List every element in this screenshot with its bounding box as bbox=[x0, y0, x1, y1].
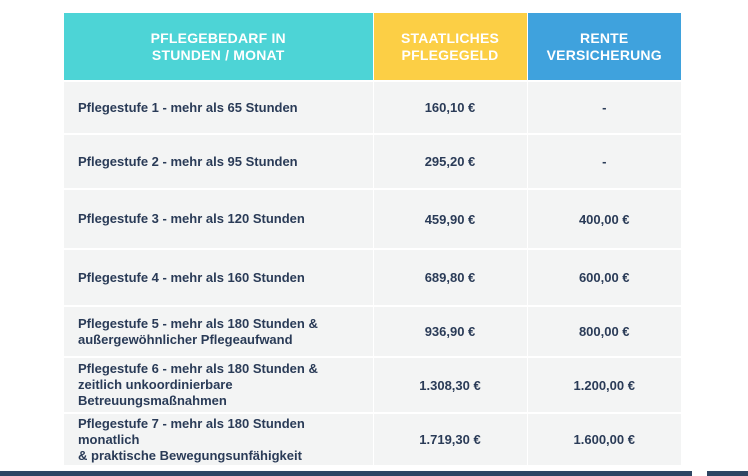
row-rente: 600,00 € bbox=[526, 248, 681, 306]
header-pflegebedarf-label: PFLEGEBEDARF IN STUNDEN / MONAT bbox=[150, 29, 286, 63]
pflegestufen-table: PFLEGEBEDARF IN STUNDEN / MONAT STAATLIC… bbox=[64, 13, 681, 465]
header-pflegegeld: STAATLICHES PFLEGEGELD bbox=[372, 13, 527, 81]
table-row: Pflegestufe 3 - mehr als 120 Stunden 459… bbox=[64, 188, 681, 249]
row-label: Pflegestufe 3 - mehr als 120 Stunden bbox=[64, 188, 373, 249]
table-row: Pflegestufe 5 - mehr als 180 Stunden & a… bbox=[64, 305, 681, 357]
header-pflegebedarf: PFLEGEBEDARF IN STUNDEN / MONAT bbox=[64, 13, 373, 81]
row-pflegegeld: 295,20 € bbox=[372, 133, 527, 189]
row-rente: 400,00 € bbox=[526, 188, 681, 249]
row-rente: 800,00 € bbox=[526, 305, 681, 357]
table-row: Pflegestufe 6 - mehr als 180 Stunden & z… bbox=[64, 356, 681, 413]
bottom-divider-bar-right bbox=[707, 471, 748, 476]
row-label: Pflegestufe 7 - mehr als 180 Stunden mon… bbox=[64, 412, 373, 465]
table-row: Pflegestufe 7 - mehr als 180 Stunden mon… bbox=[64, 412, 681, 465]
table-row: Pflegestufe 1 - mehr als 65 Stunden 160,… bbox=[64, 80, 681, 134]
table-header-row: PFLEGEBEDARF IN STUNDEN / MONAT STAATLIC… bbox=[64, 13, 681, 81]
row-pflegegeld: 689,80 € bbox=[372, 248, 527, 306]
row-label: Pflegestufe 1 - mehr als 65 Stunden bbox=[64, 80, 373, 134]
row-rente: 1.200,00 € bbox=[526, 356, 681, 413]
row-pflegegeld: 936,90 € bbox=[372, 305, 527, 357]
header-pflegegeld-label: STAATLICHES PFLEGEGELD bbox=[400, 29, 500, 63]
row-label: Pflegestufe 6 - mehr als 180 Stunden & z… bbox=[64, 356, 373, 413]
bottom-divider-bar bbox=[0, 471, 692, 476]
row-pflegegeld: 459,90 € bbox=[372, 188, 527, 249]
row-label: Pflegestufe 5 - mehr als 180 Stunden & a… bbox=[64, 305, 373, 357]
table-row: Pflegestufe 4 - mehr als 160 Stunden 689… bbox=[64, 248, 681, 306]
header-rente-label: RENTE VERSICHERUNG bbox=[546, 29, 662, 63]
header-rente: RENTE VERSICHERUNG bbox=[526, 13, 681, 81]
row-rente: 1.600,00 € bbox=[526, 412, 681, 465]
table-row: Pflegestufe 2 - mehr als 95 Stunden 295,… bbox=[64, 133, 681, 189]
row-pflegegeld: 1.308,30 € bbox=[372, 356, 527, 413]
row-pflegegeld: 160,10 € bbox=[372, 80, 527, 134]
row-rente: - bbox=[526, 80, 681, 134]
row-pflegegeld: 1.719,30 € bbox=[372, 412, 527, 465]
row-rente: - bbox=[526, 133, 681, 189]
row-label: Pflegestufe 4 - mehr als 160 Stunden bbox=[64, 248, 373, 306]
row-label: Pflegestufe 2 - mehr als 95 Stunden bbox=[64, 133, 373, 189]
